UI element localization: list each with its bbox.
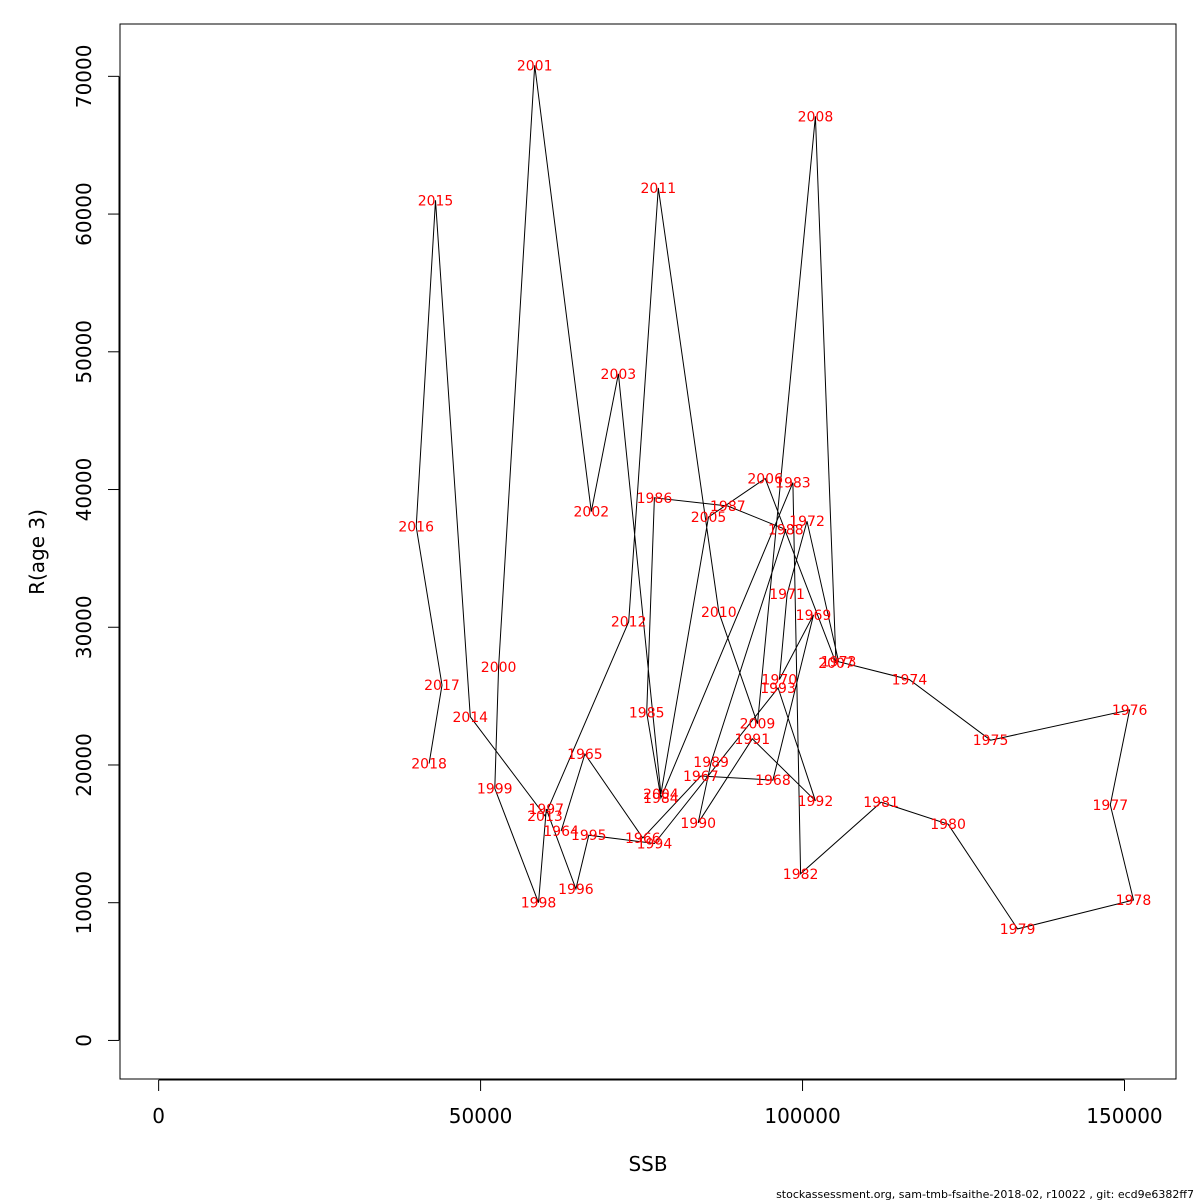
point-label-1965: 1965 <box>567 747 603 763</box>
point-label-2005: 2005 <box>691 510 727 526</box>
y-tick-label: 10000 <box>72 871 96 935</box>
point-label-1977: 1977 <box>1093 798 1129 814</box>
point-label-1999: 1999 <box>477 781 513 797</box>
point-label-2018: 2018 <box>411 757 447 773</box>
point-label-2016: 2016 <box>398 520 434 536</box>
point-label-1993: 1993 <box>760 681 796 697</box>
point-label-1987: 1987 <box>710 499 746 515</box>
series-line <box>415 65 1135 930</box>
point-label-2002: 2002 <box>574 505 610 521</box>
point-label-1971: 1971 <box>769 587 805 603</box>
point-label-1996: 1996 <box>558 882 594 898</box>
footer-text: stockassessment.org, sam-tmb-fsaithe-201… <box>776 1188 1194 1200</box>
point-label-1973: 1973 <box>821 655 857 671</box>
point-label-1984: 1984 <box>643 791 679 807</box>
point-label-1972: 1972 <box>789 514 825 530</box>
point-label-2001: 2001 <box>517 58 553 74</box>
point-label-1968: 1968 <box>755 773 791 789</box>
y-axis-title: R(age 3) <box>25 509 49 595</box>
x-tick-label: 50000 <box>449 1104 513 1128</box>
point-label-1981: 1981 <box>863 795 899 811</box>
point-label-1982: 1982 <box>783 867 819 883</box>
point-label-1983: 1983 <box>775 476 811 492</box>
point-label-2011: 2011 <box>640 181 676 197</box>
point-label-1995: 1995 <box>571 828 607 844</box>
point-label-1975: 1975 <box>973 733 1009 749</box>
point-label-2008: 2008 <box>798 109 834 125</box>
point-label-2003: 2003 <box>601 367 637 383</box>
point-label-1988: 1988 <box>768 522 804 538</box>
point-label-1966: 1966 <box>625 831 661 847</box>
y-tick-label: 50000 <box>72 320 96 384</box>
point-label-2007: 2007 <box>818 656 854 672</box>
y-tick-label: 70000 <box>72 45 96 109</box>
point-label-1967: 1967 <box>683 769 719 785</box>
point-label-1970: 1970 <box>762 673 798 689</box>
x-axis-title: SSB <box>628 1152 667 1176</box>
plot-box <box>119 23 1177 1080</box>
point-label-1985: 1985 <box>629 706 665 722</box>
point-label-1994: 1994 <box>637 836 673 852</box>
point-label-2012: 2012 <box>611 615 647 631</box>
point-label-1990: 1990 <box>680 816 716 832</box>
point-label-1989: 1989 <box>693 755 729 771</box>
point-label-1979: 1979 <box>1000 922 1036 938</box>
point-label-1969: 1969 <box>796 608 832 624</box>
point-label-1998: 1998 <box>521 896 557 912</box>
point-label-2013: 2013 <box>527 809 563 825</box>
x-axis: 0 50000 100000 150000 <box>152 1079 1163 1128</box>
point-label-2006: 2006 <box>747 472 783 488</box>
point-label-1964: 1964 <box>543 824 579 840</box>
y-tick-label: 60000 <box>72 182 96 246</box>
point-label-1992: 1992 <box>798 794 834 810</box>
y-tick-label: 20000 <box>72 733 96 797</box>
point-label-1986: 1986 <box>637 491 673 507</box>
point-label-2009: 2009 <box>740 717 776 733</box>
y-axis: 0 10000 20000 30000 40000 50000 60000 70000 <box>72 45 120 1047</box>
point-label-2015: 2015 <box>418 193 454 209</box>
point-label-1978: 1978 <box>1116 893 1152 909</box>
point-label-1974: 1974 <box>892 673 928 689</box>
point-label-1976: 1976 <box>1112 703 1148 719</box>
point-label-2004: 2004 <box>643 787 679 803</box>
point-label-1997: 1997 <box>528 802 564 818</box>
x-tick-label: 150000 <box>1086 1104 1162 1128</box>
x-tick-label: 0 <box>152 1104 165 1128</box>
y-tick-label: 0 <box>72 1034 96 1047</box>
point-label-2010: 2010 <box>701 605 737 621</box>
x-tick-label: 100000 <box>764 1104 840 1128</box>
point-label-2000: 2000 <box>481 660 517 676</box>
y-tick-label: 30000 <box>72 595 96 659</box>
point-label-1980: 1980 <box>930 817 966 833</box>
point-label-1991: 1991 <box>734 732 770 748</box>
y-tick-label: 40000 <box>72 458 96 522</box>
year-labels: 1964 1965 1966 1967 1968 1969 1970 1971 1972 1973… <box>398 58 1151 938</box>
point-label-2014: 2014 <box>452 710 488 726</box>
point-label-2017: 2017 <box>424 678 460 694</box>
